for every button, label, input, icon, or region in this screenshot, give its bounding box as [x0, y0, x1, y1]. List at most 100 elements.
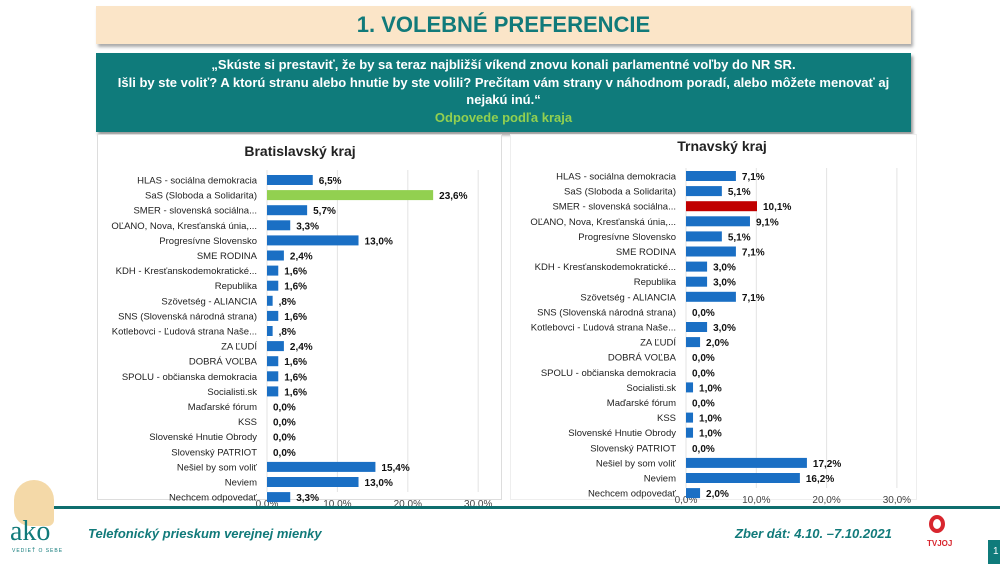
data-label: 1,6%: [284, 387, 307, 398]
data-label: 1,6%: [284, 372, 307, 383]
x-tick-label: 10,0%: [323, 499, 351, 510]
data-label: 1,6%: [284, 312, 307, 323]
category-label: Nechcem odpovedať: [588, 489, 676, 500]
bar: [267, 250, 284, 261]
x-tick-label: 0,0%: [256, 499, 279, 510]
ako-logo: ako VEDIEŤ O SEBE: [6, 478, 68, 558]
data-label: 3,0%: [713, 263, 736, 274]
page-title: 1. VOLEBNÉ PREFERENCIE: [356, 12, 651, 37]
category-label: SNS (Slovenská národná strana): [118, 311, 257, 322]
bar: [267, 356, 279, 367]
bar: [686, 216, 750, 227]
data-label: 0,0%: [273, 433, 296, 444]
bar: [267, 280, 279, 291]
category-label: Szövetség - ALIANCIA: [161, 296, 257, 307]
category-label: Slovenský PATRIOT: [590, 443, 676, 454]
bar: [686, 382, 694, 393]
question-line-1: „Skúste si prestaviť, že by sa teraz naj…: [211, 57, 796, 72]
bar: [686, 322, 708, 332]
data-label: 3,3%: [296, 221, 319, 232]
bar: [267, 477, 359, 487]
bar: [267, 310, 279, 321]
title-bar: 1. VOLEBNÉ PREFERENCIE: [96, 6, 911, 44]
data-label: 7,1%: [742, 248, 765, 259]
data-label: 3,0%: [713, 323, 736, 334]
bar: [267, 190, 434, 201]
data-label: 2,4%: [290, 252, 313, 263]
data-label: 5,1%: [728, 187, 751, 198]
data-label: 1,0%: [699, 429, 722, 440]
category-label: SaS (Sloboda a Solidarita): [564, 187, 676, 198]
category-label: Maďarské fórum: [188, 402, 257, 413]
data-label: 9,1%: [756, 217, 779, 228]
data-label: 0,0%: [692, 308, 715, 319]
chart-title: Trnavský kraj: [677, 138, 767, 154]
category-label: Neviem: [644, 474, 676, 485]
category-label: ZA ĽUDÍ: [640, 338, 676, 349]
category-label: KSS: [238, 417, 257, 428]
footer-date: Zber dát: 4.10. –7.10.2021: [735, 526, 892, 541]
joj-ring-icon: [929, 515, 945, 533]
category-label: HLAS - sociálna demokracia: [556, 172, 677, 183]
x-tick-label: 0,0%: [675, 495, 698, 506]
bar: [267, 205, 308, 216]
bar: [686, 427, 694, 438]
data-label: 0,0%: [273, 418, 296, 429]
data-label: 0,0%: [692, 399, 715, 410]
divider-line: [36, 506, 1000, 509]
data-label: 2,0%: [706, 338, 729, 349]
data-label: 16,2%: [806, 474, 834, 485]
category-label: Szövetség - ALIANCIA: [580, 292, 676, 303]
category-label: Socialisti.sk: [207, 387, 257, 398]
category-label: Nešiel by som voliť: [596, 458, 677, 469]
data-label: 0,0%: [692, 444, 715, 455]
data-label: 5,7%: [313, 206, 336, 217]
bar: [686, 337, 701, 348]
bar: [267, 371, 279, 382]
data-label: 13,0%: [365, 478, 393, 489]
category-label: Republika: [634, 277, 677, 288]
category-label: DOBRÁ VOĽBA: [189, 357, 258, 368]
data-label: 7,1%: [742, 293, 765, 304]
data-label: 1,6%: [284, 282, 307, 293]
x-tick-label: 10,0%: [742, 495, 770, 506]
data-label: 0,0%: [692, 353, 715, 364]
data-label: 15,4%: [381, 463, 409, 474]
category-label: HLAS - sociálna demokracia: [137, 176, 258, 187]
data-label: 2,0%: [706, 489, 729, 500]
data-label: 13,0%: [365, 236, 393, 247]
data-label: 10,1%: [763, 202, 791, 213]
x-tick-label: 20,0%: [394, 499, 422, 510]
data-label: 6,5%: [319, 176, 342, 187]
data-label: 0,0%: [273, 448, 296, 459]
category-label: Nešiel by som voliť: [177, 462, 258, 473]
data-label: 1,0%: [699, 414, 722, 425]
bar: [686, 171, 736, 181]
category-label: SaS (Sloboda a Solidarita): [145, 191, 257, 202]
category-label: ZA ĽUDÍ: [221, 342, 257, 353]
ako-head-icon: [14, 480, 54, 526]
data-label: 7,1%: [742, 172, 765, 183]
category-label: Socialisti.sk: [626, 383, 676, 394]
page-number: 1: [988, 540, 1000, 564]
data-label: 0,0%: [273, 403, 296, 414]
bar: [686, 201, 758, 212]
bar: [686, 473, 800, 483]
category-label: SME RODINA: [616, 247, 677, 258]
data-label: 1,6%: [284, 357, 307, 368]
bar: [267, 295, 273, 306]
category-label: SMER - slovenská sociálna...: [552, 202, 676, 213]
category-label: OĽANO, Nova, Kresťanská únia,...: [111, 221, 257, 232]
data-label: 1,0%: [699, 383, 722, 394]
question-subtitle: Odpovede podľa kraja: [434, 109, 573, 125]
bar: [267, 265, 279, 276]
category-label: Slovenské Hnutie Obrody: [568, 428, 676, 439]
category-label: Progresívne Slovensko: [159, 236, 257, 247]
bar: [686, 488, 701, 499]
category-label: DOBRÁ VOĽBA: [608, 353, 677, 364]
x-tick-label: 30,0%: [464, 499, 492, 510]
bar: [267, 492, 291, 503]
data-label: 5,1%: [728, 232, 751, 243]
bar: [686, 412, 694, 423]
